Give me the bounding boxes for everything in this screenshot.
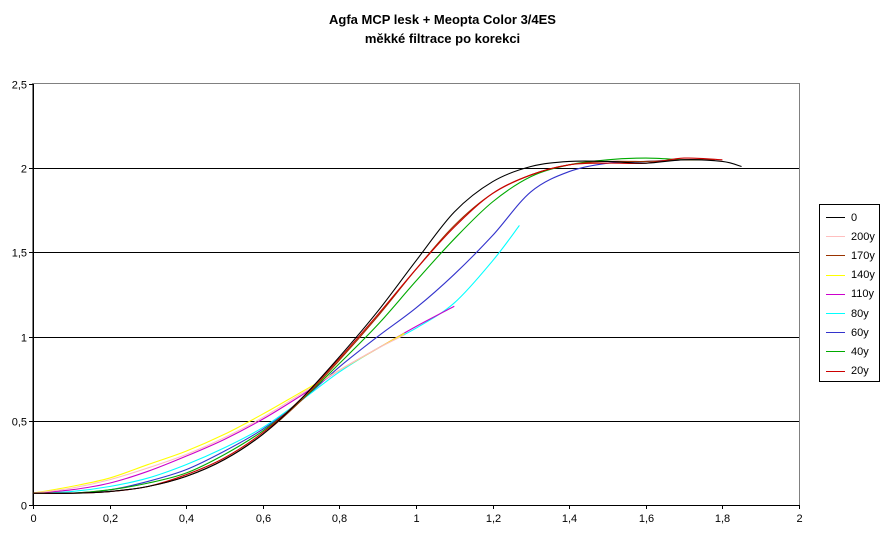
legend-item-110y: 110y	[820, 285, 879, 304]
tick-label-y: 0	[21, 501, 27, 513]
tick-label-y: 2,5	[12, 80, 27, 92]
legend-swatch	[826, 217, 845, 219]
legend-label: 110y	[851, 288, 875, 301]
legend-item-80y: 80y	[820, 304, 879, 323]
legend-swatch	[826, 274, 845, 276]
legend-item-20y: 20y	[820, 362, 879, 381]
legend-item-170y: 170y	[820, 246, 879, 265]
legend-item-60y: 60y	[820, 323, 879, 342]
legend-item-140y: 140y	[820, 266, 879, 285]
tick-label-x: 0,6	[256, 513, 271, 525]
series-line-80y	[32, 225, 520, 494]
tick-label-x: 0,8	[332, 513, 347, 525]
tick-label-x: 1,2	[486, 513, 501, 525]
series-line-200y	[32, 334, 405, 494]
legend-item-0: 0	[820, 208, 879, 227]
tick-label-x: 0	[30, 513, 36, 525]
tick-label-x: 0,4	[179, 513, 194, 525]
tick-label-x: 1,6	[639, 513, 654, 525]
legend-label: 40y	[851, 345, 869, 358]
series-lines	[32, 157, 742, 495]
tick-label-y: 0,5	[12, 417, 27, 429]
legend-item-40y: 40y	[820, 342, 879, 361]
plot-area	[32, 83, 800, 506]
series-line-40y	[32, 157, 704, 495]
legend-swatch	[826, 370, 845, 372]
legend-swatch	[826, 255, 845, 257]
tick-label-x: 1,4	[562, 513, 577, 525]
tick-label-y: 1	[21, 333, 27, 345]
chart-title-block: Agfa MCP lesk + Meopta Color 3/4ES měkké…	[0, 10, 885, 48]
legend-label: 170y	[851, 249, 875, 262]
legend-label: 140y	[851, 269, 875, 282]
gridlines	[33, 168, 799, 422]
legend-swatch	[826, 293, 845, 295]
legend-label: 200y	[851, 230, 875, 243]
legend-label: 80y	[851, 307, 869, 320]
legend-swatch	[826, 236, 845, 238]
legend-swatch	[826, 351, 845, 353]
axes	[29, 84, 800, 509]
legend: 0 200y 170y 140y 110y 80y 60y 40y 20y	[819, 204, 880, 382]
tick-label-x: 2	[796, 513, 802, 525]
legend-swatch	[826, 332, 845, 334]
series-line-0	[32, 159, 742, 494]
legend-label: 60y	[851, 326, 869, 339]
tick-label-y: 2	[21, 164, 27, 176]
legend-swatch	[826, 313, 845, 315]
tick-label-y: 1,5	[12, 248, 27, 260]
legend-item-200y: 200y	[820, 227, 879, 246]
tick-labels: 0 0,5 1 1,5 2 2,5 0 0,2 0,4 0,6 0,8 1 1,2 1,4 1,6 1,8 2	[12, 80, 803, 526]
chart-subtitle: měkké filtrace po korekci	[364, 31, 521, 46]
tick-label-x: 1	[413, 513, 419, 525]
tick-label-x: 0,2	[103, 513, 118, 525]
chart-title: Agfa MCP lesk + Meopta Color 3/4ES	[329, 12, 556, 27]
legend-label: 20y	[851, 365, 869, 378]
legend-label: 0	[851, 211, 858, 224]
tick-label-x: 1,8	[715, 513, 730, 525]
